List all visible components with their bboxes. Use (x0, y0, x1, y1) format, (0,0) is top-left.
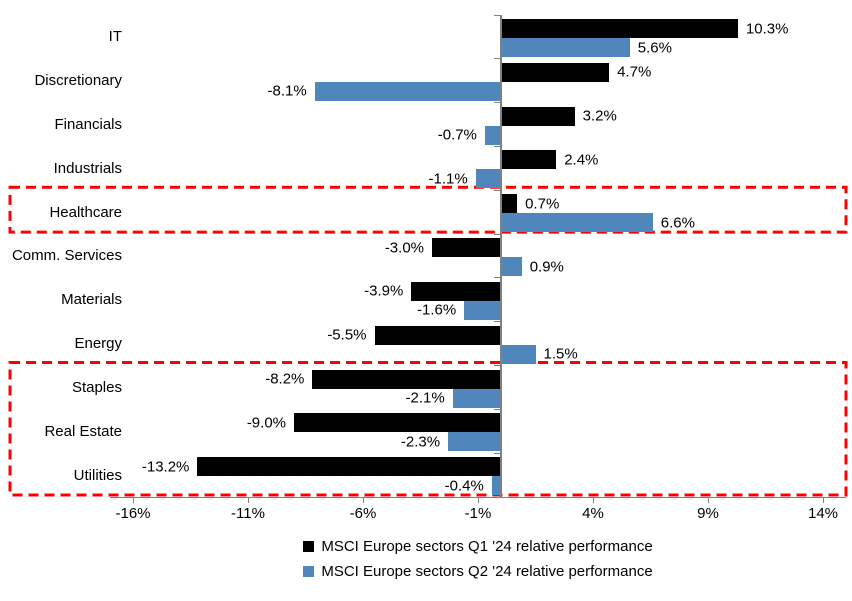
x-axis-tick-label-16: -16% (115, 505, 151, 522)
y-axis-tick (494, 408, 501, 410)
bar-q1-real-estate (294, 413, 501, 433)
category-label-industrials: Industrials (53, 159, 122, 177)
value-label-q1-utilities: -13.2% (141, 458, 190, 476)
category-label-materials: Materials (61, 291, 122, 309)
y-axis-tick (494, 277, 501, 279)
value-label-q2-financials: -0.7% (437, 126, 477, 144)
bar-q1-utilities (197, 457, 501, 477)
x-axis-tick (362, 497, 364, 503)
bar-q2-materials (464, 300, 501, 320)
value-label-q1-staples: -8.2% (265, 370, 305, 388)
bar-q1-financials (501, 106, 575, 126)
value-label-q2-real-estate: -2.3% (400, 433, 441, 451)
x-axis-tick-label-6: -6% (349, 505, 377, 522)
value-label-q2-healthcare: 6.6% (660, 214, 695, 232)
category-label-staples: Staples (71, 378, 122, 396)
x-axis-tick (247, 497, 249, 503)
value-label-q1-industrials: 2.4% (564, 151, 599, 169)
category-label-healthcare: Healthcare (49, 203, 122, 221)
category-label-real-estate: Real Estate (44, 422, 122, 440)
highlight-box-1 (8, 185, 848, 234)
value-label-q1-discretionary: 4.7% (617, 63, 652, 81)
x-axis-tick-label-9: 9% (697, 505, 719, 522)
value-label-q1-materials: -3.9% (364, 282, 404, 300)
value-label-q1-real-estate: -9.0% (246, 414, 286, 432)
legend-label-q2: MSCI Europe sectors Q2 '24 relative perf… (321, 562, 653, 580)
value-label-q2-staples: -2.1% (405, 389, 445, 407)
y-axis-tick (494, 189, 501, 191)
bar-q2-real-estate (448, 432, 501, 452)
bar-q1-materials (411, 281, 501, 301)
value-label-q1-it: 10.3% (745, 20, 789, 37)
category-label-utilities: Utilities (73, 466, 122, 484)
bar-q2-energy (501, 344, 536, 364)
x-axis-tick (132, 497, 134, 503)
value-label-q2-utilities: -0.4% (444, 477, 484, 495)
legend-label-q1: MSCI Europe sectors Q1 '24 relative perf… (321, 537, 653, 555)
x-axis-tick (822, 497, 824, 503)
category-label-energy: Energy (74, 335, 122, 353)
y-axis-tick (494, 233, 501, 235)
value-label-q2-energy: 1.5% (543, 345, 578, 363)
bar-q1-energy (374, 325, 501, 345)
bar-q2-staples (452, 388, 501, 408)
bar-q1-industrials (501, 150, 557, 170)
value-label-q2-materials: -1.6% (417, 301, 457, 319)
legend-item-q1: MSCI Europe sectors Q1 '24 relative perf… (110, 536, 846, 556)
x-axis-tick (707, 497, 709, 503)
y-axis-tick (494, 145, 501, 147)
category-label-it: IT (108, 28, 122, 46)
bar-q2-comm-services (501, 257, 522, 277)
value-label-q2-discretionary: -8.1% (267, 82, 307, 100)
y-axis-tick (494, 58, 501, 60)
legend-marker-q1-icon (303, 540, 315, 552)
value-label-q2-it: 5.6% (637, 39, 672, 56)
y-axis-tick (494, 14, 501, 16)
value-label-q2-comm-services: 0.9% (529, 258, 564, 276)
bar-q1-staples (312, 369, 501, 389)
bar-q2-utilities (491, 476, 501, 496)
x-axis-tick-label-4: 4% (582, 505, 604, 522)
value-label-q1-financials: 3.2% (582, 107, 617, 125)
x-axis-tick (477, 497, 479, 503)
value-label-q1-energy: -5.5% (327, 326, 367, 344)
y-axis-tick (494, 321, 501, 323)
bar-q1-healthcare (501, 194, 518, 214)
bar-q2-discretionary (314, 81, 501, 101)
value-label-q2-industrials: -1.1% (428, 170, 468, 188)
category-label-financials: Financials (54, 116, 122, 134)
bar-q2-it (501, 38, 630, 57)
value-label-q1-comm-services: -3.0% (384, 239, 424, 257)
x-axis-tick-label-14: 14% (807, 505, 839, 522)
bar-q1-comm-services (432, 238, 501, 258)
value-label-q1-healthcare: 0.7% (525, 195, 560, 213)
x-axis-tick (592, 497, 594, 503)
y-axis-tick (494, 102, 501, 104)
category-label-comm-services: Comm. Services (11, 247, 122, 265)
y-axis-tick (494, 452, 501, 454)
y-axis-line (500, 15, 502, 497)
legend-marker-q2-icon (303, 565, 315, 577)
x-axis-tick-label-1: -1% (464, 505, 492, 522)
bar-q2-industrials (475, 169, 501, 189)
y-axis-tick (494, 365, 501, 367)
legend-item-q2: MSCI Europe sectors Q2 '24 relative perf… (110, 561, 846, 581)
legend: MSCI Europe sectors Q1 '24 relative perf… (110, 536, 846, 586)
category-label-discretionary: Discretionary (34, 72, 122, 90)
bar-q1-discretionary (501, 62, 610, 82)
x-axis-tick-label-11: -11% (231, 505, 265, 522)
bar-q2-financials (484, 125, 501, 145)
bar-q1-it (501, 19, 738, 38)
bar-q2-healthcare (501, 213, 653, 233)
